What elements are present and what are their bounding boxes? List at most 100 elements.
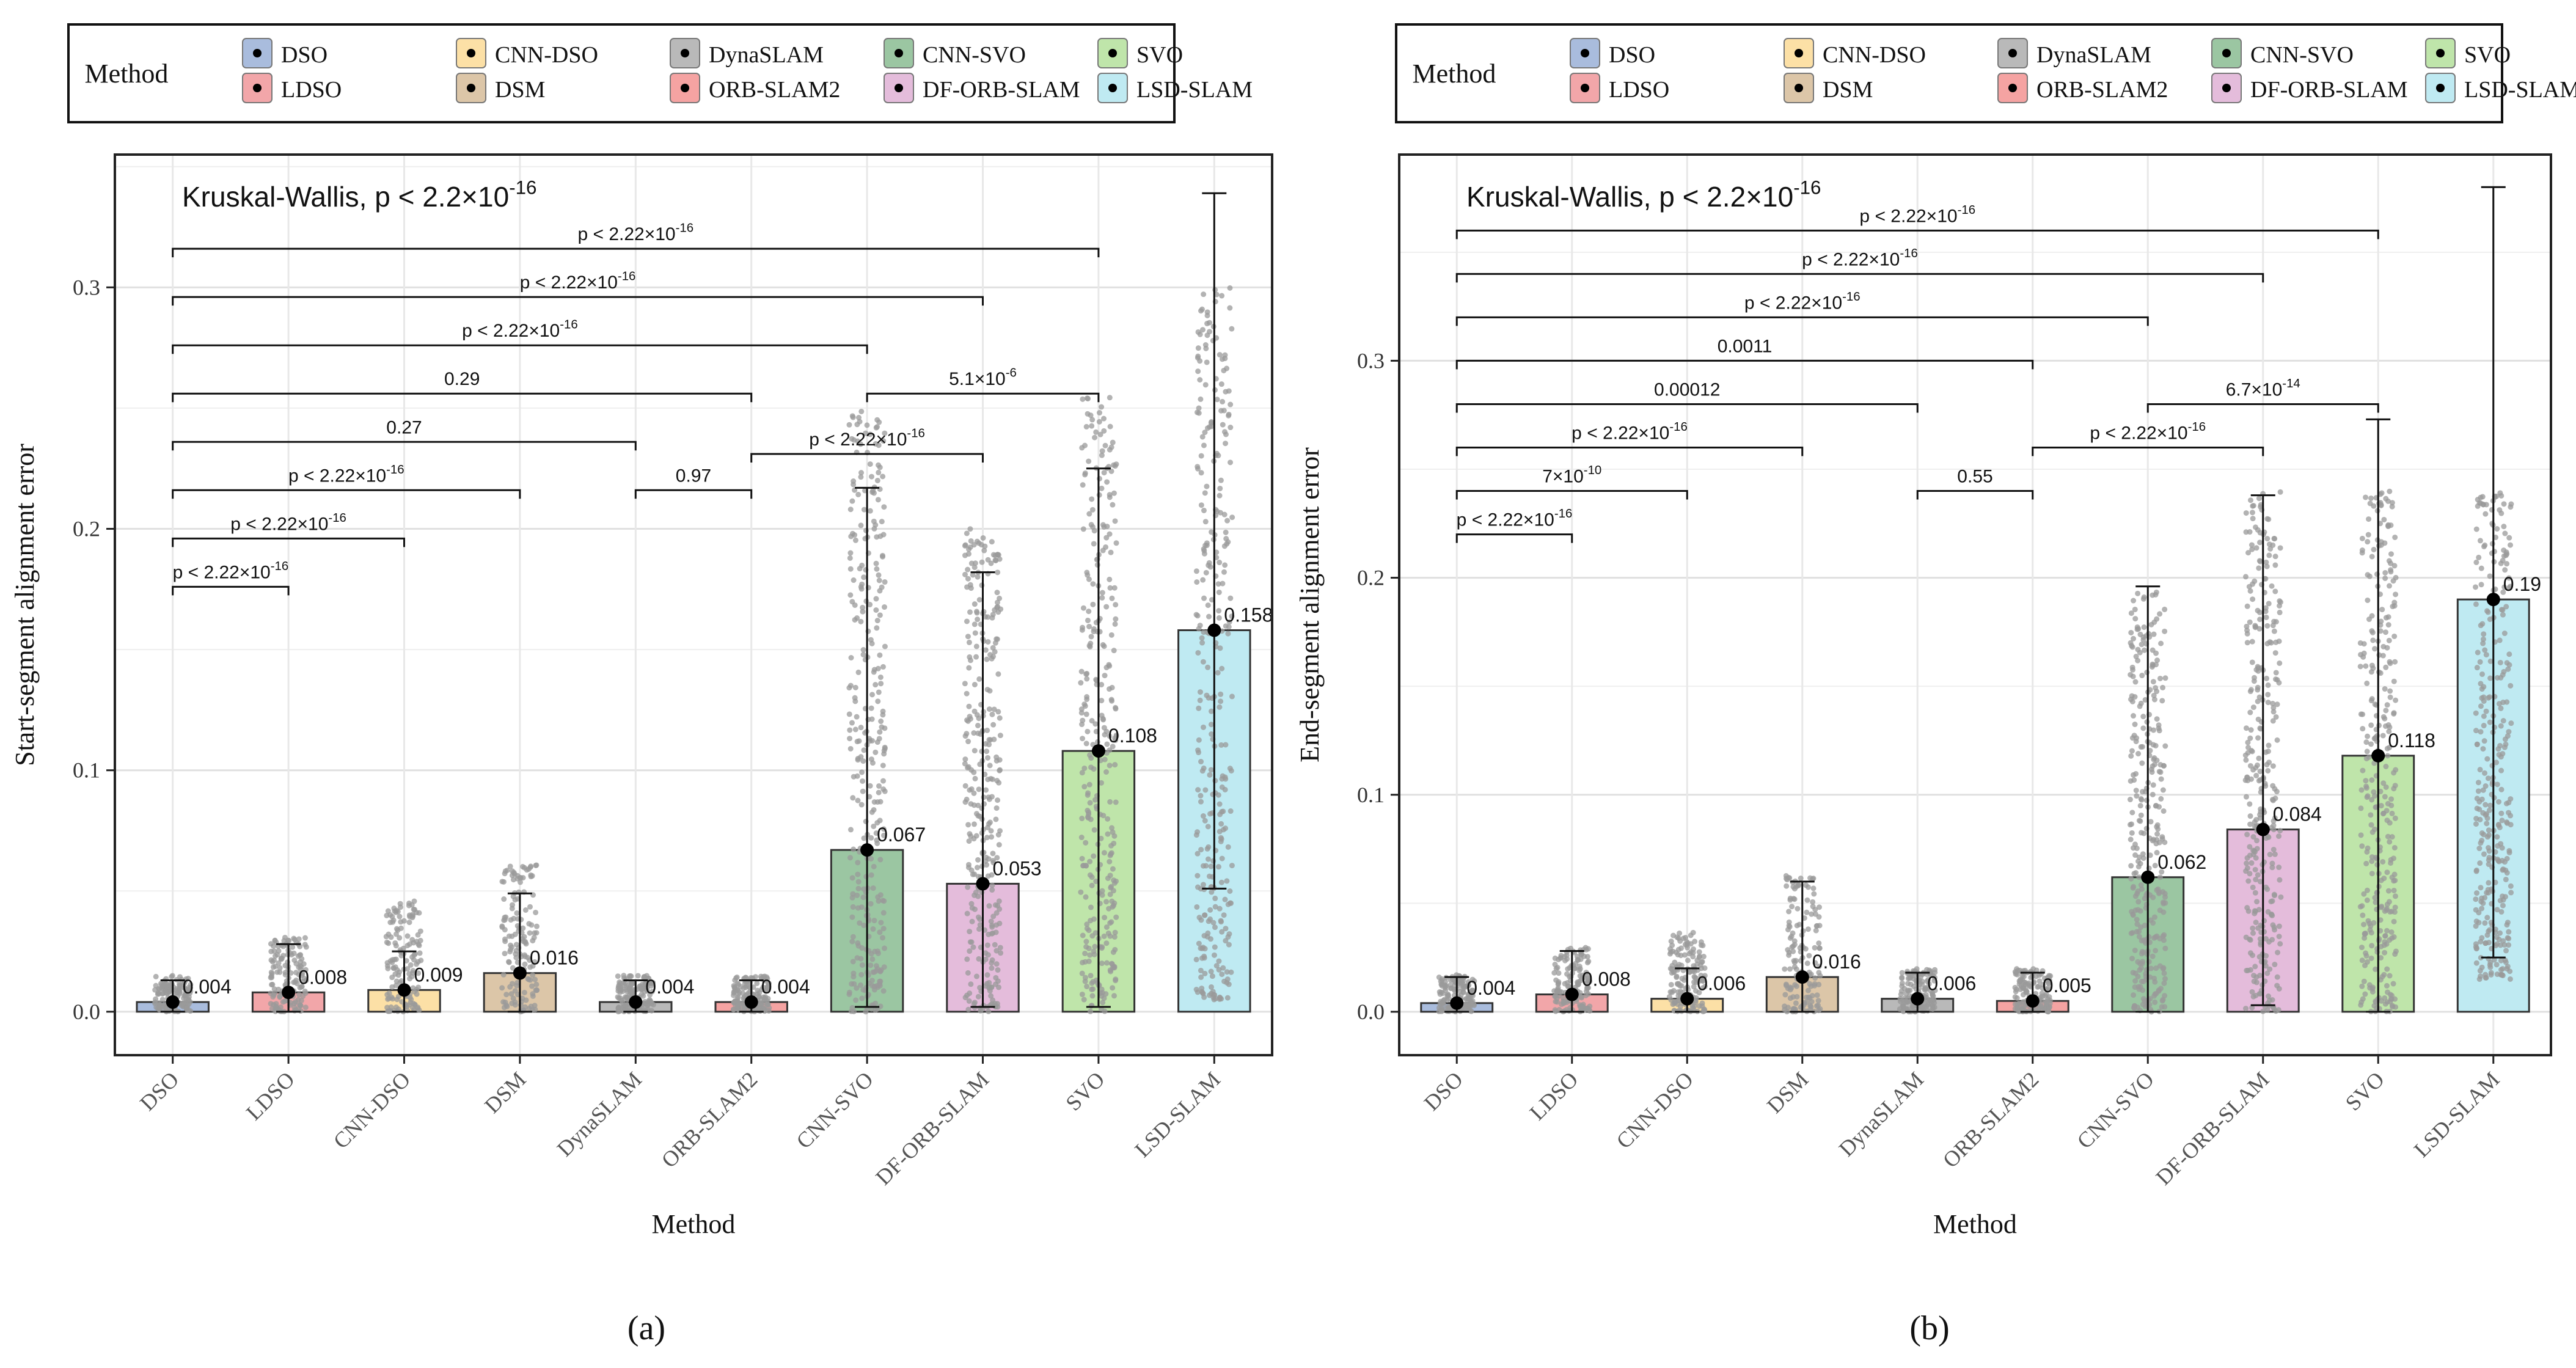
- legend-key-dot: [895, 49, 903, 57]
- jitter-point: [644, 973, 650, 979]
- points-cnn-dso: [1666, 929, 1708, 1015]
- value-label: 0.108: [1108, 725, 1157, 747]
- jitter-point: [293, 977, 299, 983]
- jitter-point: [2247, 801, 2253, 807]
- jitter-point: [2387, 820, 2393, 826]
- jitter-point: [1085, 814, 1091, 820]
- jitter-point: [2494, 675, 2500, 681]
- jitter-point: [2129, 821, 2135, 827]
- jitter-point: [1091, 827, 1097, 833]
- jitter-point: [645, 1006, 651, 1012]
- jitter-point: [971, 708, 978, 714]
- jitter-point: [518, 875, 524, 881]
- jitter-point: [2140, 725, 2146, 731]
- jitter-point: [2481, 713, 2487, 719]
- jitter-point: [1221, 978, 1228, 984]
- jitter-point: [1087, 872, 1093, 878]
- jitter-point: [2264, 1007, 2270, 1013]
- jitter-point: [849, 720, 855, 726]
- jitter-point: [530, 963, 536, 969]
- jitter-point: [2161, 909, 2167, 915]
- jitter-point: [2358, 805, 2364, 811]
- jitter-point: [1097, 431, 1103, 437]
- jitter-point: [2473, 816, 2479, 822]
- jitter-point: [2275, 1007, 2281, 1013]
- jitter-point: [2484, 821, 2490, 827]
- jitter-point: [965, 765, 971, 771]
- jitter-point: [871, 863, 877, 869]
- jitter-point: [2247, 871, 2253, 877]
- jitter-point: [987, 737, 993, 743]
- jitter-point: [990, 997, 996, 1003]
- jitter-point: [1085, 728, 1091, 734]
- jitter-point: [2139, 642, 2145, 648]
- jitter-point: [302, 935, 308, 941]
- jitter-point: [2274, 982, 2280, 989]
- jitter-point: [2160, 684, 2166, 690]
- jitter-point: [1211, 952, 1217, 958]
- bracket-line: [1916, 490, 2034, 500]
- jitter-point: [1198, 799, 1204, 805]
- jitter-point: [1202, 787, 1209, 793]
- jitter-point: [1216, 615, 1222, 621]
- jitter-point: [967, 929, 973, 935]
- jitter-point: [2365, 733, 2371, 739]
- jitter-point: [153, 1004, 159, 1011]
- jitter-point: [385, 965, 391, 971]
- mean-point: [2025, 994, 2040, 1008]
- points-cnn-svo: [2127, 589, 2168, 1015]
- jitter-point: [973, 833, 979, 839]
- jitter-point: [962, 681, 968, 687]
- jitter-point: [277, 994, 283, 1000]
- jitter-point: [1218, 381, 1224, 387]
- jitter-point: [2360, 726, 2366, 732]
- jitter-point: [1111, 585, 1118, 591]
- jitter-point: [2253, 979, 2259, 986]
- jitter-point: [858, 802, 865, 808]
- jitter-point: [303, 944, 309, 950]
- jitter-point: [2136, 854, 2142, 860]
- jitter-point: [1089, 993, 1096, 999]
- bracket-p-value-exponent: -16: [271, 560, 288, 573]
- jitter-point: [527, 930, 533, 936]
- jitter-point: [2369, 777, 2375, 783]
- jitter-point: [2250, 596, 2256, 602]
- jitter-point: [1805, 987, 1811, 993]
- jitter-point: [1197, 358, 1203, 364]
- jitter-point: [962, 571, 968, 577]
- jitter-point: [2024, 988, 2030, 994]
- jitter-point: [502, 951, 508, 957]
- jitter-point: [1078, 889, 1084, 895]
- jitter-point: [850, 891, 856, 897]
- jitter-point: [2481, 723, 2487, 729]
- jitter-point: [2357, 640, 2363, 646]
- jitter-point: [877, 729, 883, 735]
- jitter-point: [2157, 874, 2163, 880]
- legend-item: DSM: [456, 73, 545, 103]
- errorbar-cnn-dso: [392, 950, 417, 1013]
- jitter-point: [2132, 679, 2139, 685]
- jitter-point: [1924, 997, 1930, 1003]
- jitter-point: [981, 547, 987, 554]
- jitter-point: [1436, 1008, 1442, 1014]
- jitter-point: [2487, 658, 2494, 664]
- jitter-point: [2269, 583, 2275, 589]
- jitter-point: [860, 647, 866, 653]
- jitter-point: [2500, 902, 2506, 909]
- jitter-point: [2253, 772, 2259, 778]
- value-label: 0.084: [2273, 803, 2322, 825]
- jitter-point: [2140, 978, 2146, 984]
- jitter-point: [2357, 904, 2363, 910]
- jitter-point: [2504, 660, 2510, 666]
- jitter-point: [533, 923, 540, 929]
- jitter-point: [1228, 401, 1234, 408]
- jitter-point: [985, 824, 991, 830]
- jitter-point: [2274, 974, 2280, 980]
- jitter-point: [846, 685, 852, 691]
- bracket-p-value: 0.97: [676, 466, 711, 486]
- bracket-line: [1455, 533, 1573, 543]
- jitter-point: [1086, 781, 1092, 788]
- jitter-point: [1099, 594, 1105, 601]
- jitter-point: [1091, 948, 1097, 954]
- jitter-point: [2252, 964, 2258, 970]
